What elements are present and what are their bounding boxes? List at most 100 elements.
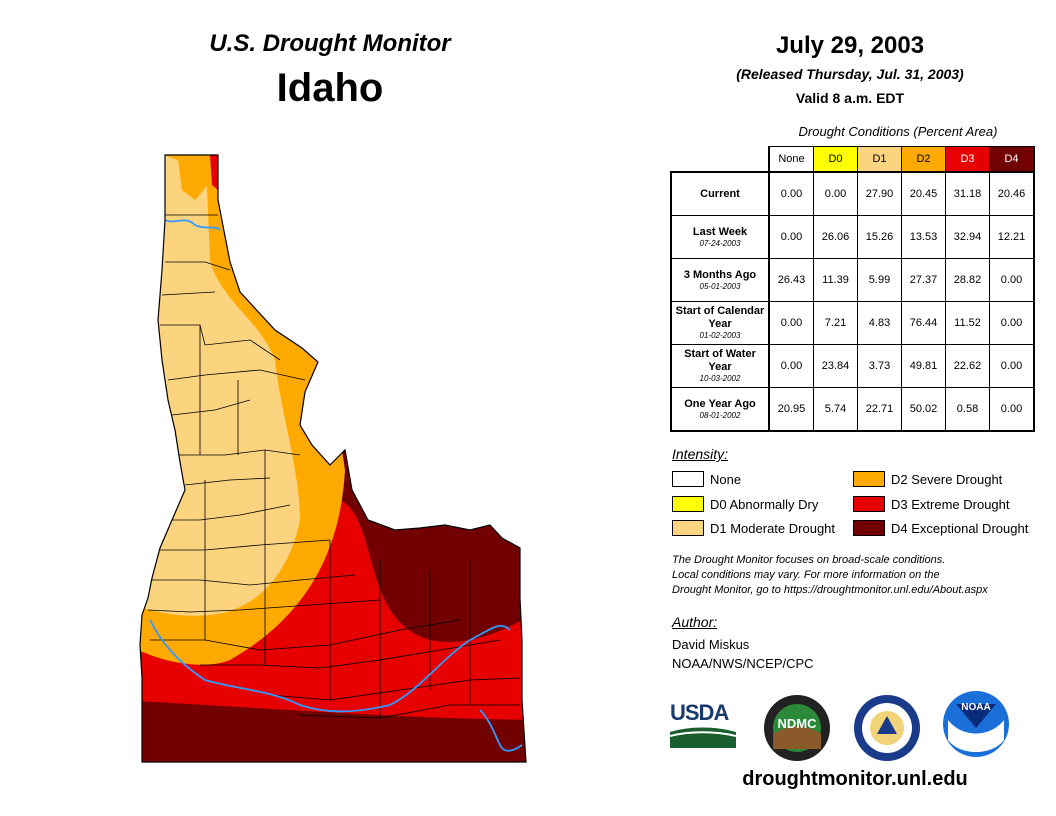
table-cell: 20.45 (901, 171, 946, 216)
table-cell: 76.44 (901, 301, 946, 345)
monitor-title: U.S. Drought Monitor (209, 30, 451, 57)
col-header-d3: D3 (945, 146, 990, 173)
table-cell: 11.39 (813, 258, 858, 302)
table-row: 3 Months Ago 05-01-2003 26.43 11.39 5.99 … (670, 258, 1035, 302)
table-cell: 20.95 (768, 387, 814, 432)
legend-swatch (853, 496, 885, 512)
legend-label: D1 Moderate Drought (710, 520, 836, 536)
legend-title: Intensity: (672, 446, 729, 462)
ndmc-logo-seal (764, 695, 830, 761)
note-line: The Drought Monitor focuses on broad-sca… (672, 554, 946, 566)
table-cell: 0.00 (989, 258, 1035, 302)
table-cell: 50.02 (901, 387, 946, 432)
table-cell: 49.81 (901, 344, 946, 388)
table-cell: 0.00 (768, 301, 814, 345)
legend-label: D3 Extreme Drought (891, 496, 1010, 512)
note-line: Local conditions may vary. For more info… (672, 569, 940, 581)
table-row: Start of Calendar Year 01-02-2003 0.00 7.… (670, 301, 1035, 345)
table-cell: 15.26 (857, 215, 902, 259)
noaa-logo-seal (943, 691, 1009, 757)
ndmc-logo-text: NDMC (777, 716, 817, 731)
row-label: Start of Calendar Year 01-02-2003 (670, 301, 770, 345)
legend-label: D2 Severe Drought (891, 471, 1003, 487)
legend-item-d4: D4 Exceptional Drought (853, 520, 1028, 536)
table-cell: 11.52 (945, 301, 990, 345)
table-cell: 12.21 (989, 215, 1035, 259)
monitor-note: The Drought Monitor focuses on broad-sca… (672, 553, 1042, 598)
col-header-d4: D4 (989, 146, 1035, 173)
table-cell: 0.00 (768, 344, 814, 388)
ndmc-logo: NDMC (763, 694, 831, 762)
table-row: Start of Water Year 10-03-2002 0.00 23.84… (670, 344, 1035, 388)
row-label: Last Week 07-24-2003 (670, 215, 770, 259)
noaa-logo-text: NOAA (961, 702, 991, 713)
county-lines (147, 214, 521, 719)
author-name: David Miskus (672, 637, 750, 652)
note-line: Drought Monitor, go to https://droughtmo… (672, 584, 988, 596)
table-cell: 5.99 (857, 258, 902, 302)
usda-logo: USDA (669, 700, 738, 750)
table-cell: 27.37 (901, 258, 946, 302)
legend-item-d3: D3 Extreme Drought (853, 496, 1010, 512)
table-cell: 20.46 (989, 171, 1035, 216)
table-cell: 23.84 (813, 344, 858, 388)
table-cell: 26.43 (768, 258, 814, 302)
legend-label: D4 Exceptional Drought (891, 520, 1029, 536)
col-header-d1: D1 (857, 146, 902, 173)
legend-swatch (672, 496, 704, 512)
legend-item-d2: D2 Severe Drought (853, 471, 1002, 487)
commerce-seal-logo (854, 695, 920, 761)
legend-label: None (710, 471, 742, 487)
table-cell: 0.00 (989, 387, 1035, 432)
table-cell: 0.58 (945, 387, 990, 432)
table-row: Current 0.00 0.00 27.90 20.45 31.18 20.4… (670, 171, 1035, 216)
zone-d2-north (140, 155, 212, 200)
author-title: Author: (672, 614, 718, 630)
idaho-drought-map (139, 154, 527, 763)
legend-swatch (672, 520, 704, 536)
table-cell: 7.21 (813, 301, 858, 345)
row-label: Current (670, 171, 770, 216)
usda-logo-text: USDA (670, 700, 729, 725)
website-link[interactable]: droughtmonitor.unl.edu (742, 768, 968, 790)
state-title: Idaho (276, 66, 384, 110)
table-caption: Drought Conditions (Percent Area) (798, 124, 998, 139)
drought-conditions-table: None D0 D1 D2 D3 D4 Current 0.00 0.00 27… (670, 146, 1035, 432)
table-cell: 0.00 (989, 344, 1035, 388)
legend-item-none: None (672, 471, 741, 487)
table-corner (671, 147, 769, 173)
map-date: July 29, 2003 (775, 32, 925, 59)
table-cell: 5.74 (813, 387, 858, 432)
legend-label: D0 Abnormally Dry (710, 496, 819, 512)
row-label: One Year Ago 08-01-2002 (670, 387, 770, 432)
table-cell: 26.06 (813, 215, 858, 259)
col-header-d2: D2 (901, 146, 946, 173)
legend-swatch (853, 471, 885, 487)
legend-swatch (853, 520, 885, 536)
legend-item-d1: D1 Moderate Drought (672, 520, 835, 536)
table-cell: 4.83 (857, 301, 902, 345)
usda-logo-swoosh (669, 727, 737, 748)
table-row: One Year Ago 08-01-2002 20.95 5.74 22.71 … (670, 387, 1035, 432)
rivers (149, 219, 523, 752)
table-cell: 0.00 (768, 215, 814, 259)
legend-swatch (672, 471, 704, 487)
table-row: Last Week 07-24-2003 0.00 26.06 15.26 13.… (670, 215, 1035, 259)
table-cell: 28.82 (945, 258, 990, 302)
author-org: NOAA/NWS/NCEP/CPC (672, 656, 814, 671)
table-cell: 22.62 (945, 344, 990, 388)
zone-d3-north (210, 155, 218, 190)
legend-item-d0: D0 Abnormally Dry (672, 496, 818, 512)
col-header-none: None (768, 146, 814, 173)
table-cell: 22.71 (857, 387, 902, 432)
noaa-logo: NOAA (942, 690, 1010, 758)
table-cell: 31.18 (945, 171, 990, 216)
row-label: Start of Water Year 10-03-2002 (670, 344, 770, 388)
valid-time: Valid 8 a.m. EDT (795, 90, 905, 106)
release-date: (Released Thursday, Jul. 31, 2003) (736, 66, 964, 82)
state-outline (139, 154, 527, 763)
table-cell: 13.53 (901, 215, 946, 259)
row-label: 3 Months Ago 05-01-2003 (670, 258, 770, 302)
table-cell: 3.73 (857, 344, 902, 388)
table-cell: 32.94 (945, 215, 990, 259)
